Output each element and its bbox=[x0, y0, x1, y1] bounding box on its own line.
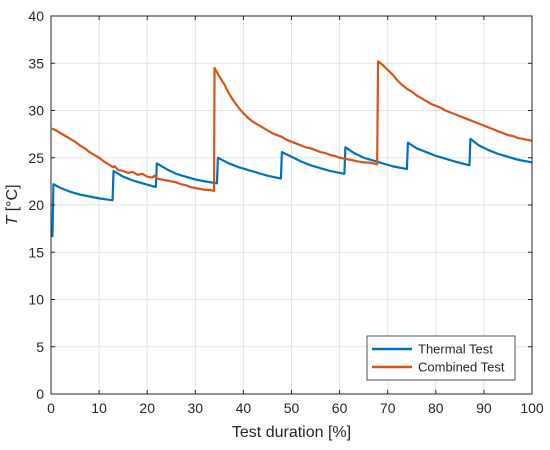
legend-label-thermal-test: Thermal Test bbox=[418, 342, 493, 357]
x-tick-label: 20 bbox=[139, 400, 155, 416]
x-axis-label: Test duration [%] bbox=[232, 424, 351, 441]
x-tick-label: 40 bbox=[236, 400, 252, 416]
y-tick-label: 10 bbox=[28, 292, 44, 308]
y-tick-label: 25 bbox=[28, 150, 44, 166]
y-tick-label: 0 bbox=[36, 386, 44, 402]
y-tick-label: 30 bbox=[28, 103, 44, 119]
series-layer bbox=[51, 60, 533, 238]
series-line-thermal-test bbox=[51, 137, 533, 238]
y-axis-label-symbol: T bbox=[4, 215, 21, 226]
x-tick-label: 90 bbox=[476, 400, 492, 416]
legend-box bbox=[366, 335, 516, 381]
x-tick-label: 30 bbox=[188, 400, 204, 416]
x-tick-label: 100 bbox=[520, 400, 544, 416]
y-axis-label-unit: [°C] bbox=[4, 184, 21, 215]
legend-label-combined-test: Combined Test bbox=[418, 360, 505, 375]
legend: Thermal Test Combined Test bbox=[366, 335, 516, 381]
y-tick-label: 5 bbox=[36, 339, 44, 355]
x-tick-label: 10 bbox=[91, 400, 107, 416]
x-tick-label: 80 bbox=[428, 400, 444, 416]
x-tick-label: 0 bbox=[47, 400, 55, 416]
x-tick-label: 70 bbox=[380, 400, 396, 416]
axis-ticks: 0 10 20 30 40 50 60 70 80 90 100 0 5 10 15 20 25 30 35 40 bbox=[28, 8, 543, 416]
y-tick-label: 15 bbox=[28, 244, 44, 260]
y-tick-label: 20 bbox=[28, 197, 44, 213]
series-line-combined-test bbox=[51, 60, 533, 192]
y-tick-label: 40 bbox=[28, 8, 44, 24]
x-tick-label: 60 bbox=[332, 400, 348, 416]
x-tick-label: 50 bbox=[284, 400, 300, 416]
y-axis-label: T [°C] bbox=[4, 184, 21, 225]
y-tick-label: 35 bbox=[28, 55, 44, 71]
